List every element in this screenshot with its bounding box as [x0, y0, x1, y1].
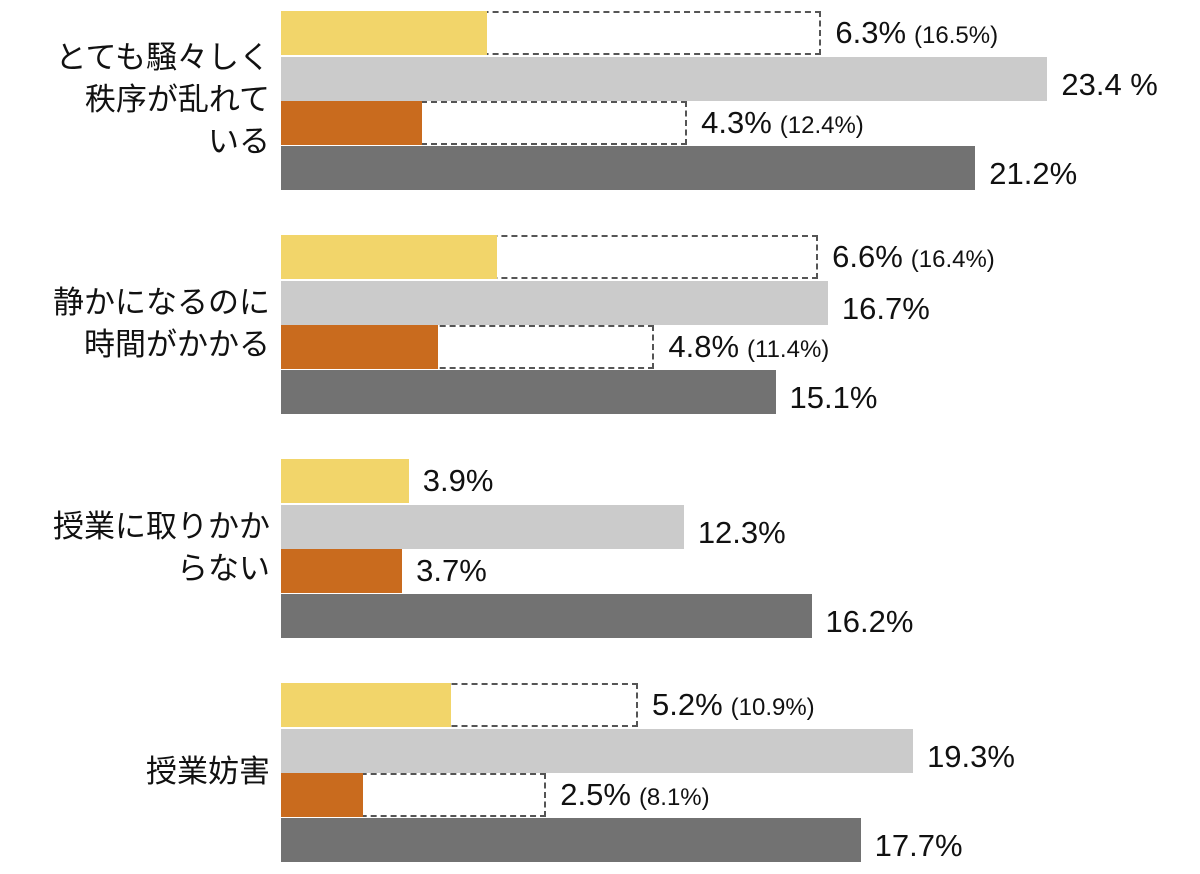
category-label-line: とても騒々しく	[55, 40, 270, 75]
data-label: 23.4 %	[1061, 69, 1158, 100]
data-label: 6.6% (16.4%)	[832, 241, 995, 272]
bar	[281, 594, 812, 638]
bar	[281, 281, 828, 325]
bar	[281, 325, 439, 369]
value-label: 4.8%	[668, 329, 740, 364]
bar	[281, 146, 976, 190]
outline-value-label: (16.4%)	[910, 246, 995, 273]
data-label: 16.7%	[842, 293, 930, 324]
data-label: 12.3%	[698, 517, 786, 548]
data-label: 17.7%	[875, 830, 963, 861]
value-label: 3.9%	[422, 463, 494, 498]
category-label-line: 秩序が乱れて	[84, 82, 270, 117]
category-label: とても騒々しく秩序が乱れている	[55, 37, 270, 163]
bar	[281, 57, 1048, 101]
value-label: 23.4 %	[1061, 67, 1158, 102]
bar	[281, 729, 914, 773]
value-label: 4.3%	[701, 105, 772, 140]
data-label: 6.3% (16.5%)	[835, 17, 998, 48]
bar	[281, 505, 684, 549]
data-label: 3.7%	[416, 555, 487, 586]
value-label: 21.2%	[989, 156, 1078, 191]
data-label: 4.8% (11.4%)	[668, 331, 829, 362]
value-label: 5.2%	[651, 687, 723, 722]
outline-value-label: (16.5%)	[914, 22, 999, 49]
data-label: 15.1%	[790, 382, 878, 413]
category-label-line: らない	[177, 551, 270, 586]
value-label: 12.3%	[697, 515, 786, 550]
category-label-line: いる	[208, 124, 270, 159]
value-label: 2.5%	[560, 777, 631, 812]
value-label: 17.7%	[874, 828, 963, 863]
bar	[281, 235, 498, 279]
value-label: 6.6%	[832, 239, 903, 274]
data-label: 4.3% (12.4%)	[701, 107, 864, 138]
bar	[281, 549, 403, 593]
bar	[281, 818, 861, 862]
bar	[281, 11, 488, 55]
value-label: 6.3%	[835, 15, 907, 50]
outline-value-label: (12.4%)	[779, 112, 864, 139]
category-label-line: 授業妨害	[146, 754, 270, 789]
category-label-line: 時間がかかる	[84, 327, 270, 362]
value-label: 15.1%	[789, 380, 878, 415]
data-label: 5.2% (10.9%)	[652, 689, 815, 720]
category-label-line: 静かになるのに	[53, 285, 270, 320]
bar	[281, 773, 363, 817]
value-label: 3.7%	[416, 553, 487, 588]
data-label: 19.3%	[927, 741, 1015, 772]
category-label: 授業妨害	[146, 751, 270, 793]
bar	[281, 459, 409, 503]
category-label-line: 授業に取りかか	[53, 509, 270, 544]
data-label: 3.9%	[423, 465, 494, 496]
outline-value-label: (11.4%)	[747, 336, 830, 363]
bar	[281, 370, 776, 414]
bar	[281, 683, 452, 727]
value-label: 16.2%	[825, 604, 914, 639]
data-label: 16.2%	[826, 606, 914, 637]
bar	[281, 101, 422, 145]
category-label: 静かになるのに時間がかかる	[53, 282, 270, 366]
value-label: 19.3%	[927, 739, 1015, 774]
data-label: 21.2%	[989, 158, 1077, 189]
outline-value-label: (8.1%)	[638, 784, 710, 811]
data-label: 2.5% (8.1%)	[560, 779, 709, 810]
value-label: 16.7%	[841, 291, 930, 326]
outline-value-label: (10.9%)	[730, 694, 815, 721]
category-label: 授業に取りかからない	[53, 506, 270, 590]
